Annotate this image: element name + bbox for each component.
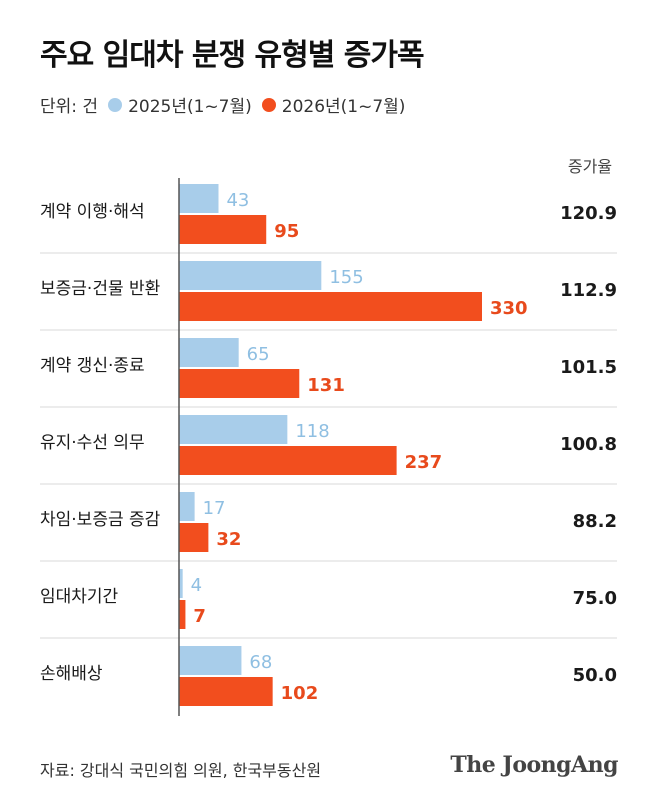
category-label: 보증금·건물 반환: [40, 279, 160, 299]
growth-rate-header: 증가율: [568, 157, 612, 176]
value-label-2026: 32: [216, 529, 241, 550]
bar-2025: [179, 569, 183, 598]
category-label: 계약 갱신·종료: [40, 356, 145, 376]
source-note: 자료: 강대식 국민의힘 의원, 한국부동산원: [40, 761, 322, 780]
value-label-2025: 68: [249, 652, 272, 673]
value-label-2025: 4: [191, 575, 202, 596]
value-label-2026: 7: [193, 606, 206, 627]
growth-rate: 112.9: [560, 280, 617, 301]
value-label-2026: 131: [307, 375, 345, 396]
category-label: 손해배상: [40, 664, 103, 684]
bar-2026: [179, 523, 209, 552]
growth-rate: 88.2: [573, 511, 617, 532]
bar-2026: [179, 369, 300, 398]
bar-2025: [179, 415, 288, 444]
growth-rate: 120.9: [560, 203, 617, 224]
bar-2026: [179, 677, 273, 706]
value-label-2026: 95: [274, 221, 299, 242]
bar-2025: [179, 184, 219, 213]
legend-label-2026: 2026년(1~7월): [281, 97, 406, 117]
legend-label-2025: 2025년(1~7월): [128, 97, 252, 117]
value-label-2026: 102: [281, 683, 319, 704]
bar-2025: [179, 492, 195, 521]
legend: 단위: 건 2025년(1~7월) 2026년(1~7월): [40, 92, 405, 117]
bar-2026: [179, 292, 482, 321]
bar-2026: [179, 446, 397, 475]
value-label-2025: 155: [329, 267, 363, 288]
bar-2025: [179, 338, 239, 367]
growth-rate: 100.8: [560, 434, 617, 455]
growth-rate: 75.0: [573, 588, 617, 609]
bar-2026: [179, 600, 186, 629]
value-label-2026: 237: [405, 452, 443, 473]
category-label: 계약 이행·해석: [40, 202, 145, 222]
value-label-2025: 65: [247, 344, 270, 365]
bar-2025: [179, 261, 322, 290]
category-label: 유지·수선 의무: [40, 433, 145, 453]
legend-swatch-2025: [108, 97, 123, 112]
bar-2025: [179, 646, 242, 675]
value-label-2025: 118: [295, 421, 329, 442]
chart-title: 주요 임대차 분쟁 유형별 증가폭: [40, 38, 425, 73]
growth-rate: 50.0: [573, 665, 617, 686]
brand-logo: The JoongAng: [450, 752, 618, 778]
category-label: 차임·보증금 증감: [40, 510, 161, 530]
value-label-2025: 17: [203, 498, 226, 519]
category-label: 임대차기간: [40, 587, 119, 607]
growth-rate: 101.5: [560, 357, 617, 378]
value-label-2025: 43: [226, 190, 249, 211]
bar-2026: [179, 215, 267, 244]
legend-swatch-2026: [261, 97, 276, 112]
value-label-2026: 330: [490, 298, 528, 319]
unit-label: 단위: 건: [40, 97, 99, 117]
